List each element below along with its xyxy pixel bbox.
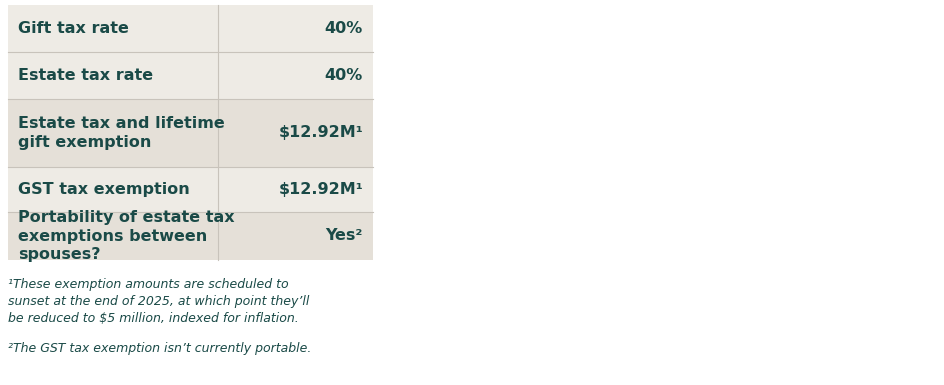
Text: $12.92M¹: $12.92M¹ [278,182,362,197]
Text: 40%: 40% [325,68,362,83]
Bar [218,167,373,212]
Text: $12.92M¹: $12.92M¹ [278,126,362,141]
Text: ²The GST tax exemption isn’t currently portable.: ²The GST tax exemption isn’t currently p… [8,342,311,355]
Bar [218,52,373,99]
Bar [8,167,218,212]
Text: GST tax exemption: GST tax exemption [18,182,190,197]
Bar [218,99,373,167]
Text: Estate tax and lifetime
gift exemption: Estate tax and lifetime gift exemption [18,116,225,150]
Text: Portability of estate tax
exemptions between
spouses?: Portability of estate tax exemptions bet… [18,210,234,262]
Bar [218,5,373,52]
Text: 40%: 40% [325,21,362,36]
Text: Yes²: Yes² [326,229,362,243]
Bar [8,99,218,167]
Bar [8,5,218,52]
Bar [8,212,218,260]
Text: Estate tax rate: Estate tax rate [18,68,153,83]
Text: Gift tax rate: Gift tax rate [18,21,128,36]
Bar [8,52,218,99]
Bar [218,212,373,260]
Text: ¹These exemption amounts are scheduled to
sunset at the end of 2025, at which po: ¹These exemption amounts are scheduled t… [8,278,309,325]
